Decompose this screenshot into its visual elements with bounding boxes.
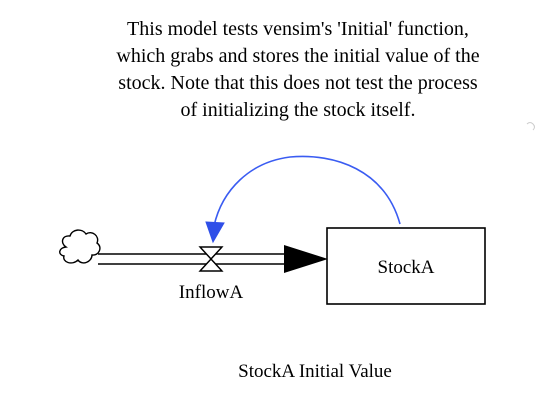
stock-label: StockA [378,257,435,278]
stock-box[interactable]: StockA [326,227,486,305]
cloud-icon[interactable] [59,229,101,264]
comment-line-2: which grabs and stores the initial value… [116,45,480,67]
comment-line-4: of initializing the stock itself. [180,99,416,121]
valve-icon[interactable] [198,246,224,272]
arrowhead-icon [284,245,328,273]
flow-label[interactable]: InflowA [179,282,244,303]
scroll-hint-icon [526,122,535,131]
comment-line-1: This model tests vensim's 'Initial' func… [127,18,469,40]
comment-line-3: stock. Note that this does not test the … [118,72,478,94]
causal-link-arrow[interactable] [205,155,401,244]
model-comment: This model tests vensim's 'Initial' func… [60,16,536,124]
auxiliary-variable-label[interactable]: StockA Initial Value [238,361,392,382]
flow-pipe[interactable] [98,253,290,265]
